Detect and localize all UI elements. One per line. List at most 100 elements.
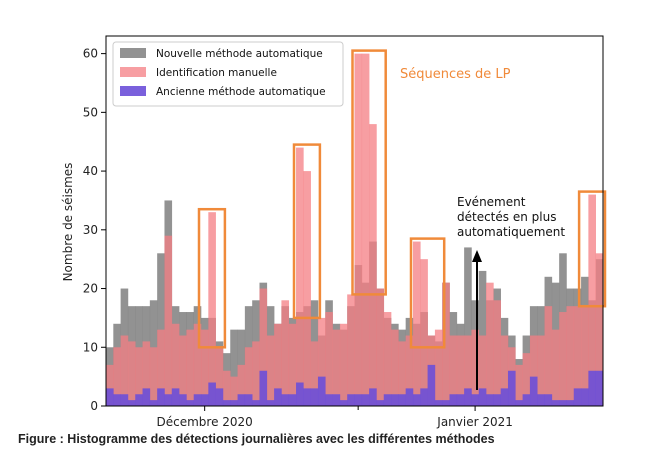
bar-manuelle [193,323,202,406]
y-tick-label: 40 [83,164,98,178]
bar-manuelle [215,347,224,406]
y-tick-label: 20 [83,282,98,296]
lp-sequence-box [292,143,322,320]
bar-manuelle [142,341,151,406]
bar-manuelle [164,235,173,406]
bar-ancienne [171,388,180,406]
bar-manuelle [383,312,392,406]
bar-ancienne [559,400,567,406]
bar-ancienne [515,400,523,406]
bar-manuelle [412,241,421,406]
bar-ancienne [391,394,399,406]
lp-sequence-box [351,49,387,296]
bar-manuelle [347,294,355,406]
bar-manuelle [113,347,121,406]
bar-manuelle [325,312,333,406]
bar-ancienne [281,394,290,406]
x-tick-label: Janvier 2021 [436,415,513,429]
bar-manuelle [595,253,604,406]
y-tick-label: 0 [90,399,98,413]
bar-manuelle [281,300,290,406]
bar-manuelle [391,329,399,406]
x-tick-label: Décembre 2020 [157,415,253,429]
event-annotation-line-3: automatiquement [457,225,565,239]
bar-ancienne [588,370,596,406]
bar-ancienne [179,394,187,406]
bar-ancienne [135,394,143,406]
bar-manuelle [420,259,428,406]
bar-ancienne [471,394,480,406]
bars-layer [106,53,604,407]
bar-manuelle [230,376,238,406]
bar-manuelle [208,212,216,406]
bar-manuelle [120,335,129,406]
bar-manuelle [201,329,209,406]
bar-ancienne [149,400,158,406]
event-annotation: Evénement détectés en plus automatiqueme… [457,195,565,239]
plot-frame [105,35,604,407]
bar-ancienne [420,388,428,406]
y-tick-label: 30 [83,223,98,237]
bar-manuelle [493,300,501,406]
bar-ancienne [164,394,173,406]
bar-manuelle [222,370,231,406]
bar-ancienne [317,376,326,406]
bar-ancienne [252,400,260,406]
bar-ancienne [383,394,392,406]
bar-ancienne [186,400,195,406]
bar-ancienne [222,400,231,406]
bar-manuelle [149,347,158,406]
bar-manuelle [171,323,180,406]
bar-manuelle [274,323,282,406]
event-annotation-line-1: Evénement [457,195,526,209]
bar-ancienne [478,388,487,406]
bar-manuelle [237,364,246,406]
bar-manuelle [127,341,136,406]
figure-caption: Figure : Histogramme des détections jour… [18,432,495,446]
bar-ancienne [544,394,553,406]
bar-ancienne [449,394,458,406]
bar-ancienne [486,394,494,406]
bar-ancienne [442,400,450,406]
lp-sequences-annotation: Séquences de LP [400,67,511,82]
y-tick-label: 60 [83,47,98,61]
bar-manuelle [478,335,487,406]
bar-ancienne [244,394,253,406]
y-tick-label: 10 [83,340,98,354]
bar-manuelle [376,288,385,406]
legend-box [112,41,344,107]
bar-manuelle [106,364,114,406]
bar-ancienne [529,376,538,406]
lp-sequence-box [409,237,446,349]
bar-ancienne [339,400,348,406]
bar-ancienne [369,388,377,406]
bar-manuelle [456,335,465,406]
bar-ancienne [332,394,341,406]
bar-manuelle [398,341,406,406]
bar-manuelle [515,364,523,406]
bar-ancienne [595,370,604,406]
bar-manuelle [581,306,589,406]
bar-manuelle [442,282,450,406]
bar-ancienne [551,400,560,406]
bar-manuelle [544,306,553,406]
bar-manuelle [135,347,143,406]
legend-label: Ancienne méthode automatique [156,86,326,98]
bar-manuelle [266,335,275,406]
bar-manuelle [354,53,363,407]
bar-ancienne [493,394,501,406]
y-tick-label: 50 [83,105,98,119]
bar-ancienne [208,382,216,406]
axes: 0 10 20 30 40 50 60 Décembre 2020 Janvier 2021 [83,35,604,429]
bar-manuelle [296,147,304,406]
bar-ancienne [566,400,575,406]
bar-manuelle [179,335,187,406]
bar-manuelle [434,329,443,406]
bar-manuelle [573,306,582,406]
bar-ancienne [456,394,465,406]
legend-label: Identification manuelle [156,67,277,79]
lp-sequence-box [577,190,607,308]
bar-manuelle [486,282,494,406]
bar-manuelle [332,329,341,406]
bar-ancienne [237,394,246,406]
